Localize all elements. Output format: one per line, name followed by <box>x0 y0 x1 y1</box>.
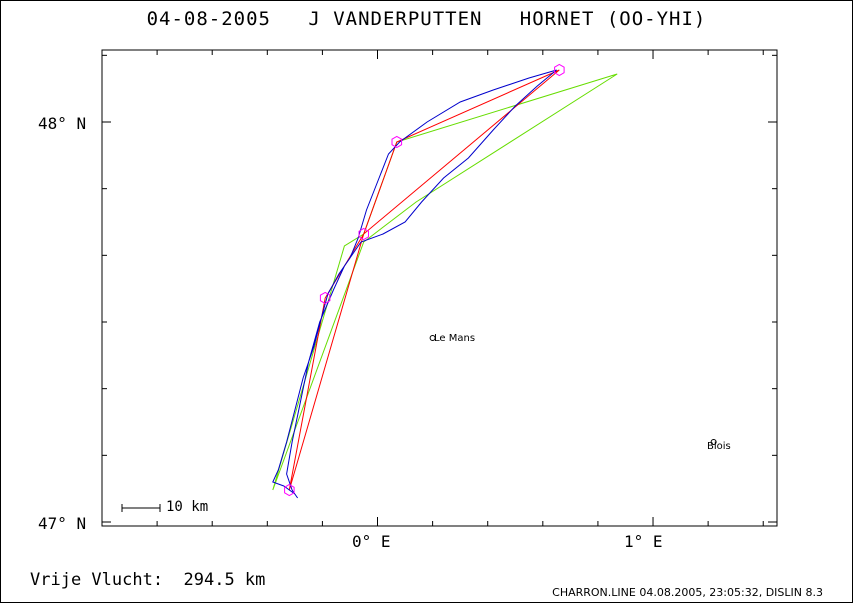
scale-bar <box>122 504 160 512</box>
alternate-route-line <box>273 74 617 490</box>
city-markers <box>430 336 716 445</box>
lon-label-1: 1° E <box>624 532 663 551</box>
lat-label-48: 48° N <box>38 114 86 133</box>
turnpoints <box>285 65 564 496</box>
scale-bar-label: 10 km <box>166 499 208 515</box>
plot-border <box>102 50 777 526</box>
lon-label-0: 0° E <box>352 532 391 551</box>
software-text: CHARRON.LINE 04.08.2005, 23:05:32, DISLI… <box>552 586 823 599</box>
lat-label-47: 47° N <box>38 514 86 533</box>
city-label-blois: Blois <box>707 441 731 452</box>
axis-ticks <box>102 50 777 526</box>
city-label-le-mans: Le Mans <box>434 333 475 344</box>
distance-text: Vrije Vlucht: 294.5 km <box>30 570 265 590</box>
